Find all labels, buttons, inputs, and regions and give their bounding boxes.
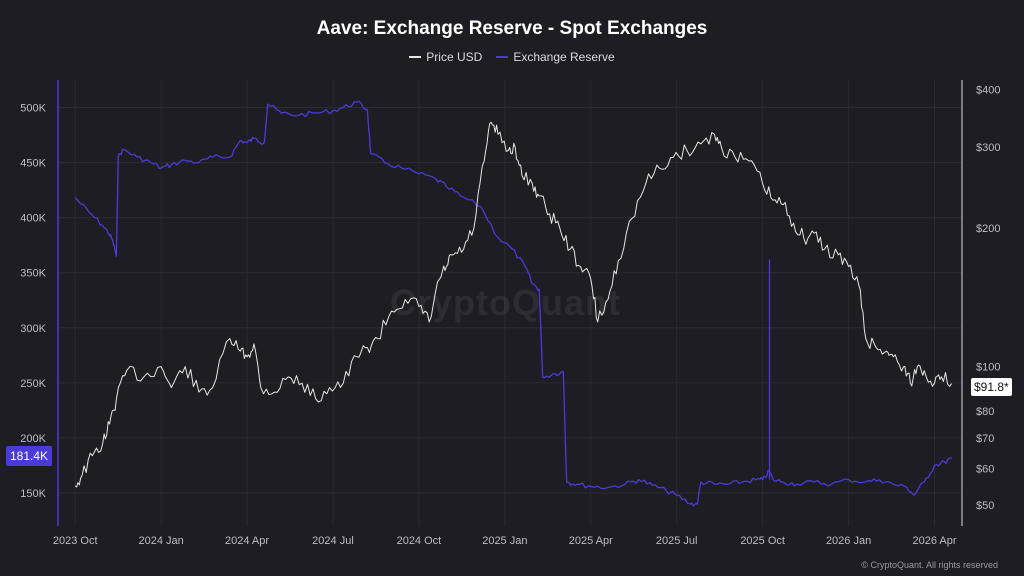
left-tick-label: 150K: [20, 488, 46, 500]
legend: Price USD Exchange Reserve: [0, 50, 1024, 64]
right-tick-label: $80: [976, 406, 994, 418]
legend-swatch-price: [409, 56, 422, 58]
legend-item-price[interactable]: Price USD: [409, 50, 482, 64]
x-tick-label: 2023 Oct: [53, 535, 98, 547]
series-line-price: [74, 121, 953, 488]
legend-label-price: Price USD: [426, 50, 483, 64]
left-tick-label: 300K: [20, 323, 46, 335]
legend-label-reserve: Exchange Reserve: [513, 50, 615, 64]
x-tick-label: 2025 Jan: [482, 535, 527, 547]
right-tick-label: $400: [976, 85, 1000, 97]
right-tick-label: $50: [976, 500, 994, 512]
x-tick-label: 2025 Apr: [569, 535, 613, 547]
left-tick-label: 200K: [20, 433, 46, 445]
left-tick-label: 350K: [20, 268, 46, 280]
left-tick-label: 250K: [20, 378, 46, 390]
series-line-reserve: [74, 100, 952, 507]
left-tick-label: 450K: [20, 158, 46, 170]
x-tick-label: 2025 Jul: [656, 535, 698, 547]
x-tick-label: 2025 Oct: [740, 535, 785, 547]
x-tick-label: 2026 Jan: [826, 535, 871, 547]
right-tick-label: $100: [976, 362, 1000, 374]
x-tick-label: 2026 Apr: [912, 535, 956, 547]
right-tick-label: $60: [976, 464, 994, 476]
right-tick-label: $200: [976, 223, 1000, 235]
left-tick-label: 400K: [20, 213, 46, 225]
copyright-credit: © CryptoQuant. All rights reserved: [861, 560, 998, 570]
legend-swatch-reserve: [496, 56, 509, 58]
right-tick-label: $70: [976, 433, 994, 445]
chart-title: Aave: Exchange Reserve - Spot Exchanges: [316, 18, 708, 39]
left-tick-label: 500K: [20, 103, 46, 115]
x-tick-label: 2024 Jan: [138, 535, 183, 547]
x-tick-label: 2024 Apr: [225, 535, 269, 547]
watermark: CryptoQuant: [390, 282, 621, 323]
current-price-badge: $91.8*: [971, 378, 1012, 396]
x-tick-label: 2024 Oct: [397, 535, 442, 547]
x-tick-label: 2024 Jul: [312, 535, 354, 547]
right-tick-label: $300: [976, 142, 1000, 154]
legend-item-reserve[interactable]: Exchange Reserve: [496, 50, 615, 64]
current-reserve-badge: 181.4K: [6, 446, 53, 466]
